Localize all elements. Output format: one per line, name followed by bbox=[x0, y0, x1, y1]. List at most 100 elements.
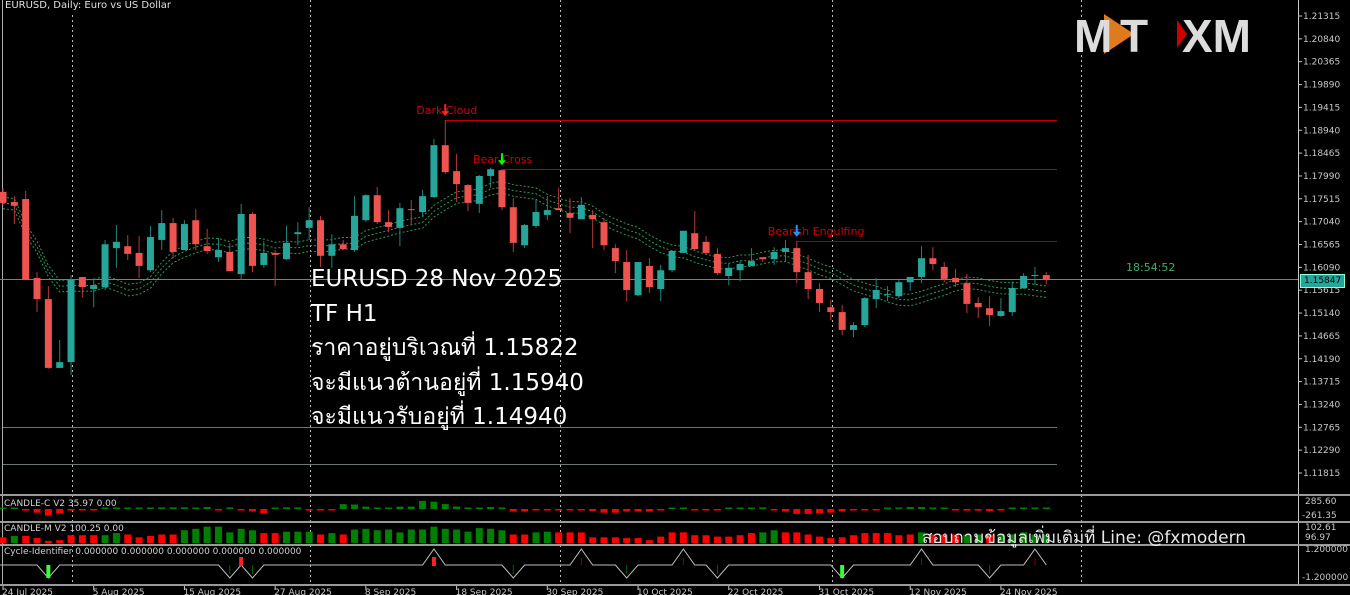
candle-m-bar bbox=[815, 536, 823, 543]
candle-m-bar bbox=[44, 540, 52, 543]
candle-body bbox=[1020, 276, 1028, 289]
candle bbox=[611, 244, 619, 274]
candle bbox=[668, 250, 676, 273]
candle bbox=[430, 138, 438, 199]
candle-body bbox=[918, 258, 926, 277]
candle bbox=[78, 276, 86, 298]
candle-c-bar bbox=[838, 509, 846, 512]
candle-m-bar bbox=[203, 526, 211, 543]
candle-body bbox=[1042, 275, 1050, 280]
candle-m-axis-min: 96.97 bbox=[1305, 533, 1331, 543]
candle-body bbox=[691, 233, 699, 250]
candle-c-bar bbox=[600, 509, 608, 513]
candle-c-bar bbox=[804, 509, 812, 514]
candle-c-bar bbox=[260, 509, 268, 514]
candle bbox=[759, 257, 767, 263]
candle-m-bar bbox=[271, 533, 279, 543]
candle-m-bar bbox=[407, 529, 415, 543]
candle bbox=[317, 215, 325, 267]
candle-m-bar bbox=[260, 533, 268, 543]
candle-c-bar bbox=[464, 507, 472, 509]
candle-body bbox=[396, 208, 404, 228]
candle-body bbox=[850, 325, 857, 330]
candle-m-bar bbox=[611, 537, 619, 543]
candle-m-bar bbox=[679, 532, 687, 543]
candle-body bbox=[169, 223, 177, 252]
price-axis-label: 1.20365 bbox=[1303, 58, 1340, 68]
date-axis-label: 18 Sep 2025 bbox=[456, 588, 513, 595]
candle bbox=[850, 322, 857, 338]
candle-body bbox=[283, 242, 290, 260]
candle-c-bar bbox=[237, 509, 245, 511]
candle-c-bar bbox=[498, 507, 506, 509]
candle bbox=[770, 247, 778, 265]
candle-body bbox=[78, 276, 86, 288]
candle bbox=[872, 277, 880, 309]
candle-c-bar bbox=[1042, 507, 1050, 509]
candle-body bbox=[952, 277, 960, 283]
candle-c-bar bbox=[736, 507, 744, 509]
candle-c-bar bbox=[203, 506, 211, 509]
candle-m-bar bbox=[657, 536, 665, 543]
candle-m-bar bbox=[464, 531, 472, 543]
candle-c-bar bbox=[929, 507, 937, 509]
candle bbox=[146, 225, 154, 273]
candle bbox=[793, 240, 801, 284]
candle-c-bar bbox=[1020, 507, 1028, 509]
candle bbox=[475, 174, 483, 213]
date-axis-label: 12 Nov 2025 bbox=[909, 588, 967, 595]
candle bbox=[169, 217, 177, 259]
candle-body bbox=[67, 279, 75, 363]
candle-m-bar bbox=[305, 531, 313, 543]
candle bbox=[736, 261, 744, 282]
price-axis-label: 1.16090 bbox=[1303, 263, 1340, 273]
candle-m-bar bbox=[725, 536, 733, 543]
candle-body bbox=[986, 308, 994, 315]
candle-m-bar bbox=[895, 535, 903, 543]
price-axis-label: 1.19890 bbox=[1303, 81, 1340, 91]
candle bbox=[180, 220, 188, 251]
candle-c-bar bbox=[112, 507, 120, 509]
candle-m-bar bbox=[781, 532, 789, 543]
candle-c-bar bbox=[419, 500, 427, 509]
candle-body bbox=[657, 270, 665, 289]
candle-c-bar bbox=[135, 507, 143, 509]
candle-body bbox=[135, 252, 143, 266]
date-axis-label: 5 Aug 2025 bbox=[93, 588, 145, 595]
candle-body bbox=[679, 230, 687, 253]
candle bbox=[56, 339, 64, 368]
candle-m-bar bbox=[986, 534, 994, 543]
candle-c-bar bbox=[78, 509, 86, 511]
candle-c-bar bbox=[101, 507, 109, 509]
candle-m-bar bbox=[441, 528, 449, 543]
candle-body bbox=[566, 212, 574, 218]
candle bbox=[884, 286, 892, 302]
candle-body bbox=[634, 262, 642, 296]
signal-down-arrow-icon bbox=[497, 153, 506, 166]
candle bbox=[634, 262, 642, 297]
candle-m-bar bbox=[226, 532, 234, 543]
date-axis-label: 24 Jul 2025 bbox=[2, 588, 53, 595]
candle-body bbox=[668, 250, 676, 271]
svg-text:T: T bbox=[1120, 10, 1148, 58]
candle-body bbox=[827, 307, 835, 313]
candle-c-axis-max: 285.60 bbox=[1305, 497, 1337, 507]
candle-m-bar bbox=[850, 535, 857, 543]
candle-c-bar bbox=[895, 507, 903, 509]
candle-m-bar bbox=[702, 535, 710, 543]
candle-m-bar bbox=[1031, 534, 1039, 543]
candle-body bbox=[0, 191, 7, 203]
candle-m-bar bbox=[1042, 534, 1050, 543]
candle-c-bar bbox=[328, 509, 336, 511]
candle-m-bar bbox=[509, 534, 517, 543]
candle-c-bar bbox=[373, 507, 381, 509]
candle bbox=[407, 200, 415, 226]
date-axis-label: 8 Sep 2025 bbox=[365, 588, 416, 595]
candle bbox=[453, 153, 461, 202]
candle bbox=[362, 194, 370, 223]
candle-c-bar bbox=[362, 506, 370, 509]
date-axis-label: 10 Oct 2025 bbox=[637, 588, 693, 595]
candle-m-bar bbox=[645, 540, 653, 543]
candle-body bbox=[464, 185, 472, 203]
